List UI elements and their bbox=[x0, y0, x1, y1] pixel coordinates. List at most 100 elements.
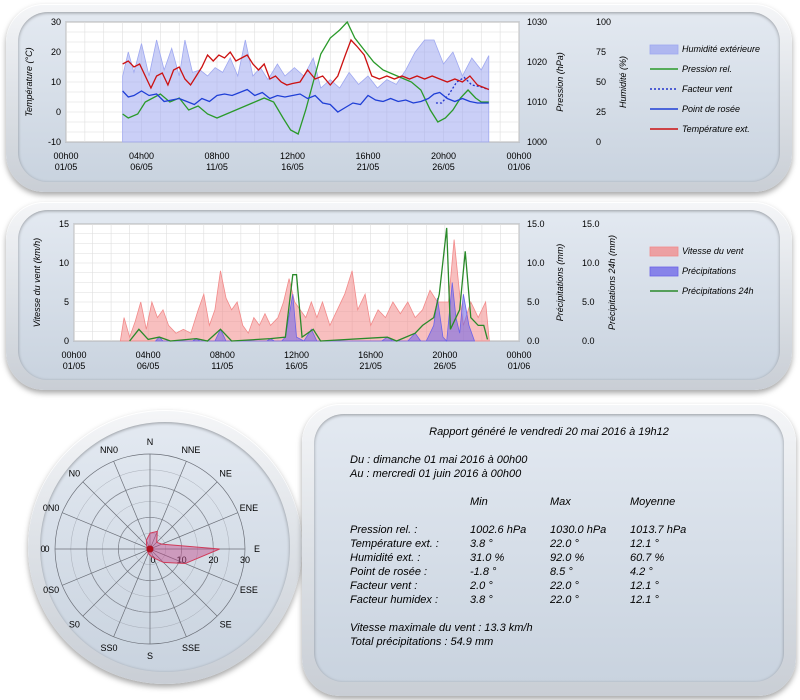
x-tick-label: 11/05 bbox=[206, 162, 228, 172]
report-row-label: Température ext. : bbox=[350, 538, 439, 550]
legend-label: Vitesse du vent bbox=[682, 246, 744, 256]
legend-swatch bbox=[649, 246, 679, 257]
direction-label: S0 bbox=[69, 620, 80, 630]
radar-spoke bbox=[149, 512, 238, 550]
series-area bbox=[154, 282, 476, 342]
x-tick-label: 20h00 bbox=[432, 350, 457, 360]
y2-tick-label: 1000 bbox=[527, 137, 547, 147]
report-row-avg: 12.1 ° bbox=[630, 594, 659, 606]
x-tick-label: 16h00 bbox=[355, 151, 380, 161]
report: Rapport généré le vendredi 20 mai 2016 à… bbox=[326, 416, 772, 678]
legend-swatch bbox=[649, 266, 679, 277]
report-row-min: 1002.6 hPa bbox=[470, 524, 527, 536]
direction-label: 0S0 bbox=[43, 585, 59, 595]
direction-label: NN0 bbox=[100, 445, 118, 455]
direction-label: ENE bbox=[240, 503, 259, 513]
report-row-min: -1.8 ° bbox=[470, 566, 497, 578]
series-line bbox=[122, 38, 490, 91]
report-row-label: Point de rosée : bbox=[350, 566, 428, 578]
report-max-wind: Vitesse maximale du vent : 13.3 km/h bbox=[350, 622, 533, 634]
radar-spoke bbox=[62, 512, 151, 550]
report-row-avg: 12.1 ° bbox=[630, 538, 659, 550]
report-period-from: Du : dimanche 01 mai 2016 à 00h00 bbox=[350, 454, 528, 466]
y3-axis-label: Humidité (%) bbox=[618, 56, 628, 108]
y2-tick-label: 15.0 bbox=[527, 219, 545, 229]
series-line bbox=[122, 20, 489, 135]
y3-tick-label: 0 bbox=[596, 137, 601, 147]
wind-rose-polygon bbox=[145, 530, 220, 565]
y3-axis-label: Précipitations 24h (mm) bbox=[607, 235, 617, 330]
report-row-avg: 4.2 ° bbox=[630, 566, 653, 578]
report-row-max: 8.5 ° bbox=[550, 566, 573, 578]
radar-spoke bbox=[82, 481, 151, 550]
x-tick-label: 01/06 bbox=[508, 361, 531, 371]
x-tick-label: 08h00 bbox=[204, 151, 229, 161]
x-tick-label: 00h00 bbox=[53, 151, 78, 161]
legend-label: Facteur vent bbox=[682, 84, 733, 94]
direction-label: NNE bbox=[181, 445, 200, 455]
x-tick-label: 01/05 bbox=[63, 361, 86, 371]
x-tick-label: 00h00 bbox=[506, 350, 531, 360]
y-tick-label: 10 bbox=[59, 258, 69, 268]
radar-spoke bbox=[62, 548, 151, 586]
direction-label: SE bbox=[220, 620, 232, 630]
report-row-label: Humidité ext. : bbox=[350, 552, 421, 564]
legend-label: Précipitations bbox=[682, 266, 737, 276]
y2-tick-label: 5.0 bbox=[527, 297, 540, 307]
report-row-max: 92.0 % bbox=[550, 552, 585, 564]
y-tick-label: 0 bbox=[56, 107, 61, 117]
direction-label: NE bbox=[219, 468, 232, 478]
y-axis-label: Vitesse du vent (km/h) bbox=[32, 238, 42, 327]
legend-label: Température ext. bbox=[682, 124, 750, 134]
wind-rose-center bbox=[146, 545, 154, 553]
y3-tick-label: 5.0 bbox=[582, 297, 595, 307]
report-row-min: 31.0 % bbox=[470, 552, 505, 564]
radar-spoke bbox=[149, 548, 187, 637]
direction-label: 0 bbox=[40, 544, 45, 554]
report-header-min: Min bbox=[470, 496, 488, 508]
report-row-max: 22.0 ° bbox=[550, 580, 579, 592]
report-header-max: Max bbox=[550, 496, 571, 508]
direction-label: N bbox=[147, 437, 154, 447]
y2-tick-label: 10.0 bbox=[527, 258, 545, 268]
y-tick-label: 0 bbox=[64, 336, 69, 346]
direction-label: E bbox=[254, 544, 260, 554]
direction-label: SSE bbox=[182, 643, 200, 653]
direction-label: SS0 bbox=[101, 643, 118, 653]
x-tick-label: 26/05 bbox=[432, 162, 455, 172]
radar-spoke bbox=[149, 461, 187, 550]
y-tick-label: 15 bbox=[59, 219, 69, 229]
ring-label: 10 bbox=[177, 555, 187, 565]
report-row-avg: 12.1 ° bbox=[630, 580, 659, 592]
x-tick-label: 06/05 bbox=[130, 162, 153, 172]
series-area bbox=[119, 239, 490, 342]
legend-label: Point de rosée bbox=[682, 104, 740, 114]
direction-label: S bbox=[147, 651, 153, 661]
x-tick-label: 16h00 bbox=[358, 350, 383, 360]
y-tick-label: 30 bbox=[51, 17, 61, 27]
wind-rose-panel-inner bbox=[40, 422, 290, 672]
report-row-label: Facteur humidex : bbox=[350, 594, 439, 606]
radar-spoke bbox=[113, 548, 151, 637]
ring-label: 30 bbox=[240, 555, 250, 565]
report-row-label: Pression rel. : bbox=[350, 524, 418, 536]
y3-tick-label: 25 bbox=[596, 107, 606, 117]
y2-tick-label: 1020 bbox=[527, 57, 547, 67]
y2-tick-label: 1010 bbox=[527, 97, 547, 107]
legend-label: Pression rel. bbox=[682, 64, 732, 74]
radar-spoke bbox=[82, 548, 151, 617]
ring-label: 0 bbox=[44, 544, 49, 554]
x-tick-label: 04h00 bbox=[129, 151, 154, 161]
legend-label: Humidité extérieure bbox=[682, 44, 760, 54]
report-row-max: 22.0 ° bbox=[550, 594, 579, 606]
report-period-to: Au : mercredi 01 juin 2016 à 00h00 bbox=[350, 468, 522, 480]
y-tick-label: -10 bbox=[48, 137, 61, 147]
direction-label: 0N0 bbox=[43, 503, 60, 513]
x-tick-label: 04h00 bbox=[136, 350, 161, 360]
y3-tick-label: 75 bbox=[596, 47, 606, 57]
y-tick-label: 20 bbox=[51, 47, 61, 57]
report-panel-inner bbox=[314, 414, 784, 682]
x-tick-label: 11/05 bbox=[211, 361, 233, 371]
series-line bbox=[129, 227, 489, 342]
